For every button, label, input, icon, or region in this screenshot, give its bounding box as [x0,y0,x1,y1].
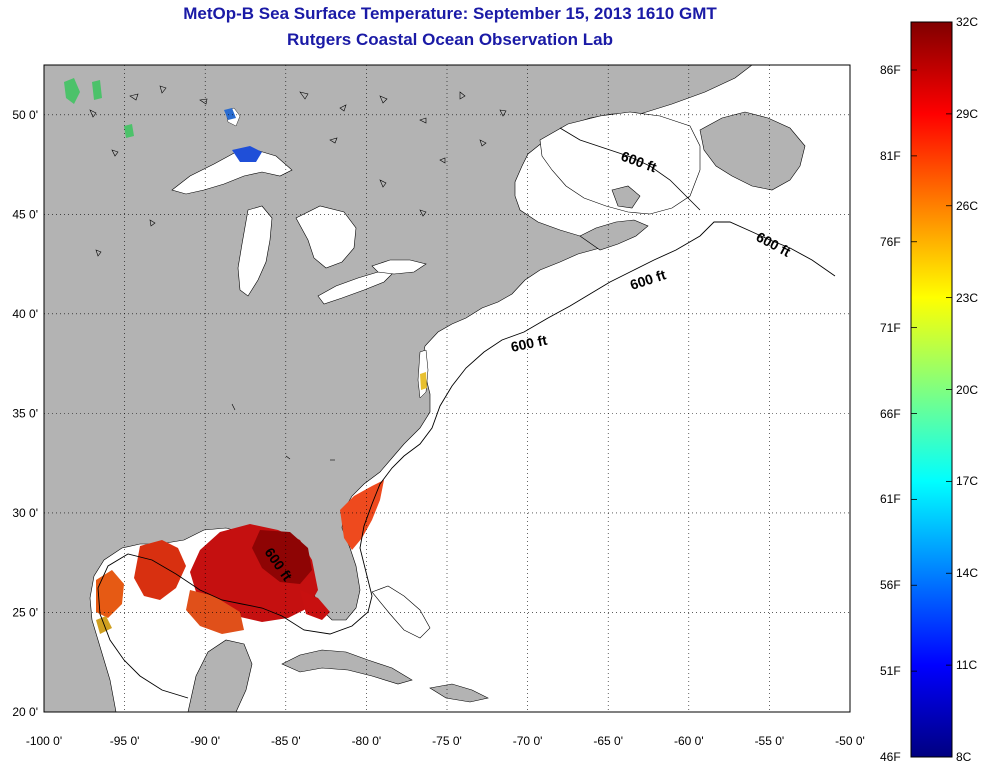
colorbar-fahrenheit-label: 76F [880,234,901,249]
land-newfoundland [699,111,806,191]
lon-tick-label: -85 0' [271,734,301,748]
colorbar-celsius-label: 14C [956,566,979,581]
colorbar-fahrenheit-label: 66F [880,406,901,421]
colorbar-celsius-label: 17C [956,474,979,489]
lat-tick-label: 35 0' [12,406,38,420]
lake-ontario [371,259,427,275]
colorbar-celsius-label: 20C [956,382,979,397]
lat-tick-label: 40 0' [12,307,38,321]
colorbar-celsius-label: 32C [956,15,979,29]
colorbar-fahrenheit-label: 86F [880,63,901,77]
lon-tick-label: -50 0' [835,734,865,748]
axis-tick-labels: -100 0' -95 0' -90 0' -85 0' -80 0' -75 0' -70… [12,108,864,748]
lat-tick-label: 20 0' [12,705,38,719]
sst-lake-superior [232,146,262,162]
colorbar-celsius-label: 8C [956,750,972,764]
sst-lake-nipigon [224,108,236,120]
land-cape-breton [611,185,641,209]
map-subtitle: Rutgers Coastal Ocean Observation Lab [287,30,613,49]
colorbar-celsius-label: 23C [956,290,979,305]
colorbar-fahrenheit-label: 71F [880,320,901,335]
small-lakes [89,85,507,461]
lake-michigan [237,205,273,297]
colorbar-celsius-label: 29C [956,106,979,121]
colorbar-fahrenheit-label: 61F [880,492,901,507]
land-hispaniola [429,683,489,703]
colorbar-fahrenheit-label: 81F [880,148,901,163]
lon-tick-label: -55 0' [755,734,785,748]
land-bahamas [371,585,431,639]
isobath-600ft [97,221,836,699]
colorbar-ticks [911,21,952,758]
land-yucatan [187,639,253,712]
lat-tick-label: 25 0' [12,605,38,619]
gulf-st-lawrence [539,111,701,215]
lake-erie [317,271,395,305]
sst-hudson-bay-lakes [64,78,134,138]
land-cuba [281,649,413,685]
land-nova-scotia [579,219,649,251]
colorbar-celsius-label: 26C [956,198,979,213]
lon-tick-label: -75 0' [432,734,462,748]
isobath-600ft-stlawrence [559,127,701,211]
lat-tick-label: 50 0' [12,108,38,122]
colorbar-fahrenheit-label: 46F [880,750,901,764]
lon-tick-label: -95 0' [110,734,140,748]
sst-florida-atlantic [340,480,384,550]
lon-tick-label: -65 0' [593,734,623,748]
colorbar-celsius-label: 11C [956,658,978,673]
colorbar-fahrenheit-label: 51F [880,664,901,679]
lat-tick-label: 45 0' [12,207,38,221]
lon-tick-label: -70 0' [513,734,543,748]
lon-tick-label: -100 0' [26,734,62,748]
lon-tick-label: -60 0' [674,734,704,748]
lon-tick-label: -90 0' [190,734,220,748]
lon-tick-label: -80 0' [352,734,382,748]
colorbar-fahrenheit-label: 56F [880,578,901,593]
colorbar [910,21,953,758]
sst-chesapeake [420,372,427,390]
isobath-label: 600 ft [509,332,548,355]
lat-tick-label: 30 0' [12,506,38,520]
map-title: MetOp-B Sea Surface Temperature: Septemb… [183,4,717,23]
lake-huron [295,205,357,269]
